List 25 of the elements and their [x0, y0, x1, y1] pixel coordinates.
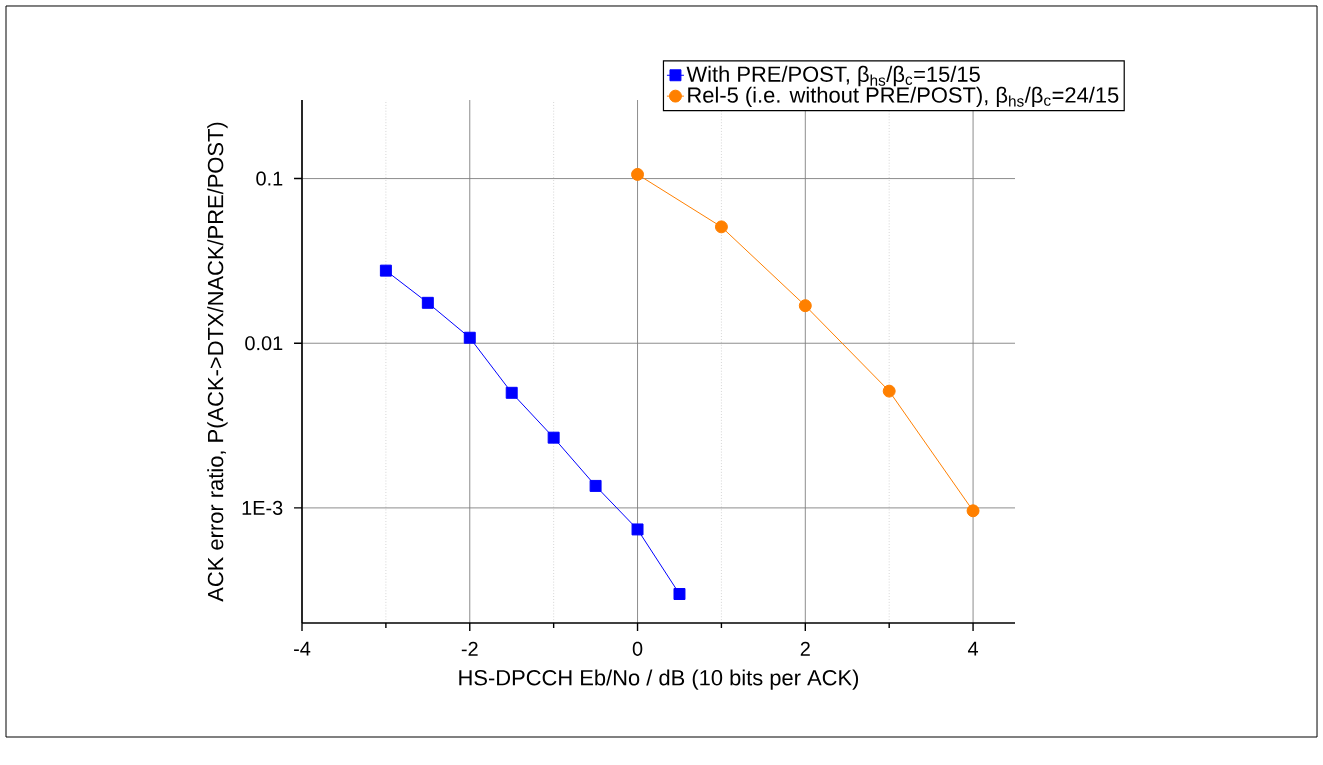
- point: [631, 167, 645, 181]
- point: [882, 384, 896, 398]
- x-tick-label: -4: [294, 641, 311, 656]
- point: [673, 588, 686, 600]
- y-axis-title: ACK error ratio, P(ACK->DTX/NACK/PRE/POST): [207, 122, 228, 602]
- x-tick-label: 4: [967, 641, 979, 656]
- x-tick-label: -2: [461, 641, 478, 656]
- point: [463, 331, 476, 344]
- y-tick-label: 1E-3: [242, 500, 283, 515]
- point: [798, 299, 812, 313]
- point: [421, 296, 434, 309]
- point: [589, 479, 602, 492]
- x-tick-label: 0: [632, 641, 643, 656]
- x-tick-label: 2: [800, 641, 810, 656]
- point: [631, 523, 644, 536]
- point: [714, 220, 728, 234]
- point: [966, 504, 980, 518]
- point: [547, 431, 560, 444]
- y-tick-label: 0.01: [245, 336, 283, 351]
- y-tick-label: 0.1: [256, 171, 283, 186]
- legend-label: Rel-5 (i.e. without PRE/POST), β$_{hs}$/β$_{c}$=24/15: [688, 86, 1119, 108]
- x-axis-title: HS-DPCCH Eb/No / dB (10 bits per ACK): [459, 669, 859, 690]
- legend-label: With PRE/POST, β$_{hs}$/β$_{c}$=15/15: [686, 65, 980, 87]
- point: [505, 386, 518, 399]
- point: [379, 264, 392, 277]
